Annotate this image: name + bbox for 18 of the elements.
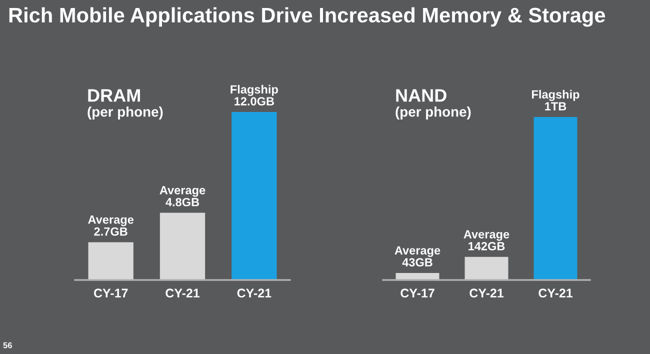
x-tick-label: CY-17 bbox=[400, 288, 434, 298]
text: Rich Mobile Applications Drive Increased Memory & Storage bbox=[9, 7, 606, 27]
chart-subtitle: (per phone) bbox=[396, 106, 471, 120]
chart-title: NAND bbox=[396, 89, 446, 102]
data-label: Flagship 1TB bbox=[532, 90, 580, 110]
chart-subtitle: (per phone) bbox=[88, 106, 163, 120]
x-tick-label: CY-17 bbox=[94, 288, 128, 298]
x-tick-label: CY-21 bbox=[166, 288, 200, 298]
chart-title: DRAM bbox=[88, 89, 140, 102]
data-label: Flagship 12.0GB bbox=[230, 84, 278, 106]
data-label: Average 2.7GB bbox=[88, 216, 134, 236]
data-label: Average 43GB bbox=[394, 246, 440, 267]
data-label: Average 142GB bbox=[464, 230, 510, 250]
x-tick-label: CY-21 bbox=[237, 288, 272, 298]
x-tick-label: CY-21 bbox=[538, 288, 573, 298]
data-label: Average 4.8GB bbox=[160, 186, 206, 206]
x-tick-label: CY-21 bbox=[470, 288, 504, 298]
text: 56 bbox=[3, 342, 12, 348]
